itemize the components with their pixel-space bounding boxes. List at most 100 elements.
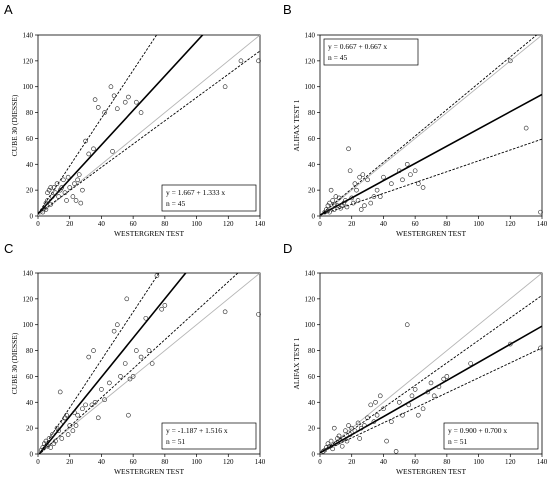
chart-a-ci-upper-line bbox=[38, 35, 158, 215]
chart-c-x-tick-label: 0 bbox=[36, 458, 40, 466]
chart-c-data-point bbox=[42, 441, 47, 446]
chart-c-data-point bbox=[59, 436, 65, 441]
chart-a-data-point bbox=[53, 190, 58, 196]
chart-c-data-point bbox=[75, 412, 80, 418]
chart-c-x-tick-label: 80 bbox=[161, 458, 169, 466]
chart-b-data-point bbox=[330, 198, 335, 203]
chart-a-n-text: n = 45 bbox=[166, 199, 185, 208]
chart-d-data-point bbox=[444, 374, 450, 379]
chart-b-data-point bbox=[327, 200, 332, 206]
chart-b-data-point bbox=[339, 203, 345, 208]
chart-d-data-point bbox=[355, 420, 361, 426]
chart-c-data-point bbox=[89, 402, 95, 408]
chart-c-data-point bbox=[73, 423, 79, 428]
panel-c: C 0 20 40 60 80 100 120 140 0 20 40 60 80 100 120 140 WE… bbox=[4, 241, 266, 476]
chart-a-data-point bbox=[51, 185, 57, 190]
chart-c-data-point bbox=[80, 406, 85, 412]
chart-d-data-point bbox=[381, 406, 386, 412]
chart-c-x-tick-label: 100 bbox=[191, 458, 202, 466]
chart-a-data-point bbox=[76, 172, 82, 177]
chart-b-y-axis-label: ALIFAX TEST 1 bbox=[292, 99, 301, 151]
chart-b: 0 20 40 60 80 100 120 140 0 20 40 60 80 100 120 140 WEST… bbox=[292, 32, 548, 239]
chart-d-data-point bbox=[468, 361, 473, 366]
chart-d-y-axis-label: ALIFAX TEST 1 bbox=[292, 337, 301, 389]
chart-b-x-tick-label: 100 bbox=[473, 220, 484, 228]
chart-b-data-point bbox=[358, 207, 364, 212]
chart-d-data-point bbox=[441, 376, 446, 382]
chart-b-x-tick-label: 60 bbox=[412, 220, 420, 228]
chart-d-y-tick-label: 40 bbox=[308, 399, 316, 407]
chart-b-y-tick-label: 140 bbox=[305, 32, 316, 40]
chart-b-data-point bbox=[416, 181, 421, 186]
chart-c-y-tick-label: 80 bbox=[26, 347, 34, 355]
chart-d-data-point bbox=[333, 441, 339, 446]
chart-a-x-tick-label: 120 bbox=[223, 220, 234, 228]
chart-b-data-point bbox=[420, 185, 426, 190]
chart-a-data-point bbox=[45, 198, 50, 203]
chart-c-data-point bbox=[61, 419, 66, 424]
chart-d-identity-line bbox=[320, 273, 542, 454]
chart-a-ci-lower-line bbox=[38, 50, 260, 215]
chart-c-data-point bbox=[45, 443, 50, 449]
chart-b-data-point bbox=[381, 174, 386, 180]
chart-b-data-point bbox=[350, 200, 356, 206]
chart-d-data-point bbox=[346, 423, 351, 428]
chart-a-x-axis-label: WESTERGREN TEST bbox=[114, 229, 184, 238]
chart-b-ci-lower-line bbox=[320, 138, 542, 216]
chart-d: 0 20 40 60 80 100 120 140 0 20 40 60 80 100 120 140 WEST… bbox=[292, 270, 548, 477]
chart-a-y-tick-label: 0 bbox=[30, 213, 34, 221]
chart-c-data-point bbox=[53, 438, 58, 444]
chart-c-x-axis-label: WESTERGREN TEST bbox=[114, 467, 184, 476]
chart-c-data-point bbox=[40, 445, 46, 450]
chart-a-y-axis-label: CUBE 30 (DIESSE) bbox=[10, 94, 19, 156]
chart-b-y-tick-label: 20 bbox=[308, 187, 316, 195]
chart-b-data-point bbox=[507, 58, 513, 64]
chart-a-regression-line bbox=[38, 35, 204, 215]
chart-b-data-point bbox=[349, 195, 355, 201]
chart-d-data-point bbox=[365, 415, 370, 421]
chart-a-data-point bbox=[64, 198, 69, 203]
chart-d-data-point bbox=[338, 438, 343, 444]
chart-c-data-point bbox=[46, 436, 52, 441]
chart-d-y-tick-label: 100 bbox=[305, 321, 316, 329]
chart-c-data-point bbox=[124, 296, 130, 302]
chart-c-y-tick-label: 60 bbox=[26, 373, 34, 381]
chart-d-regression-line bbox=[320, 325, 542, 454]
chart-d-y-tick-label: 120 bbox=[305, 295, 316, 303]
chart-d-data-point bbox=[420, 406, 426, 412]
chart-d-plot-frame bbox=[319, 272, 543, 455]
chart-b-data-point bbox=[368, 200, 374, 206]
chart-a-data-point bbox=[75, 177, 80, 183]
chart-d-data-point bbox=[357, 436, 362, 441]
chart-c-y-tick-label: 0 bbox=[30, 451, 34, 459]
chart-c-data-point bbox=[67, 423, 73, 428]
chart-b-data-point bbox=[389, 181, 394, 186]
chart-a-data-point bbox=[62, 190, 68, 196]
chart-c-y-tick-label: 140 bbox=[23, 270, 34, 278]
chart-c-data-point bbox=[57, 389, 63, 395]
chart-d-data-point bbox=[328, 438, 334, 444]
chart-d-data-point bbox=[349, 425, 355, 431]
chart-b-data-point bbox=[408, 172, 413, 177]
chart-c-data-point bbox=[86, 354, 92, 360]
chart-c-data-point bbox=[95, 415, 101, 421]
chart-c-y-axis-label: CUBE 30 (DIESSE) bbox=[10, 332, 19, 394]
chart-b-data-point bbox=[360, 172, 366, 177]
chart-b-data-point bbox=[404, 161, 410, 167]
chart-a-plot-frame bbox=[37, 34, 261, 217]
panel-a: A 0 20 40 60 80 100 120 140 0 20 40 60 80 100 120 140 WE… bbox=[4, 2, 266, 238]
chart-a-x-tick-label: 0 bbox=[36, 220, 40, 228]
chart-d-data-point bbox=[406, 402, 412, 408]
chart-d-data-point bbox=[331, 425, 337, 431]
chart-d-x-tick-label: 40 bbox=[380, 458, 388, 466]
chart-d-n-text: n = 51 bbox=[448, 437, 467, 446]
chart-c-data-point bbox=[143, 315, 149, 321]
chart-b-data-point bbox=[327, 209, 332, 215]
chart-a-data-point bbox=[46, 187, 52, 193]
chart-b-equation-text: y = 0.667 + 0.667 x bbox=[328, 42, 387, 51]
chart-a-data-point bbox=[83, 138, 88, 144]
chart-b-data-point bbox=[377, 194, 383, 199]
chart-b-data-point bbox=[336, 195, 342, 201]
chart-b-lines bbox=[320, 35, 542, 216]
